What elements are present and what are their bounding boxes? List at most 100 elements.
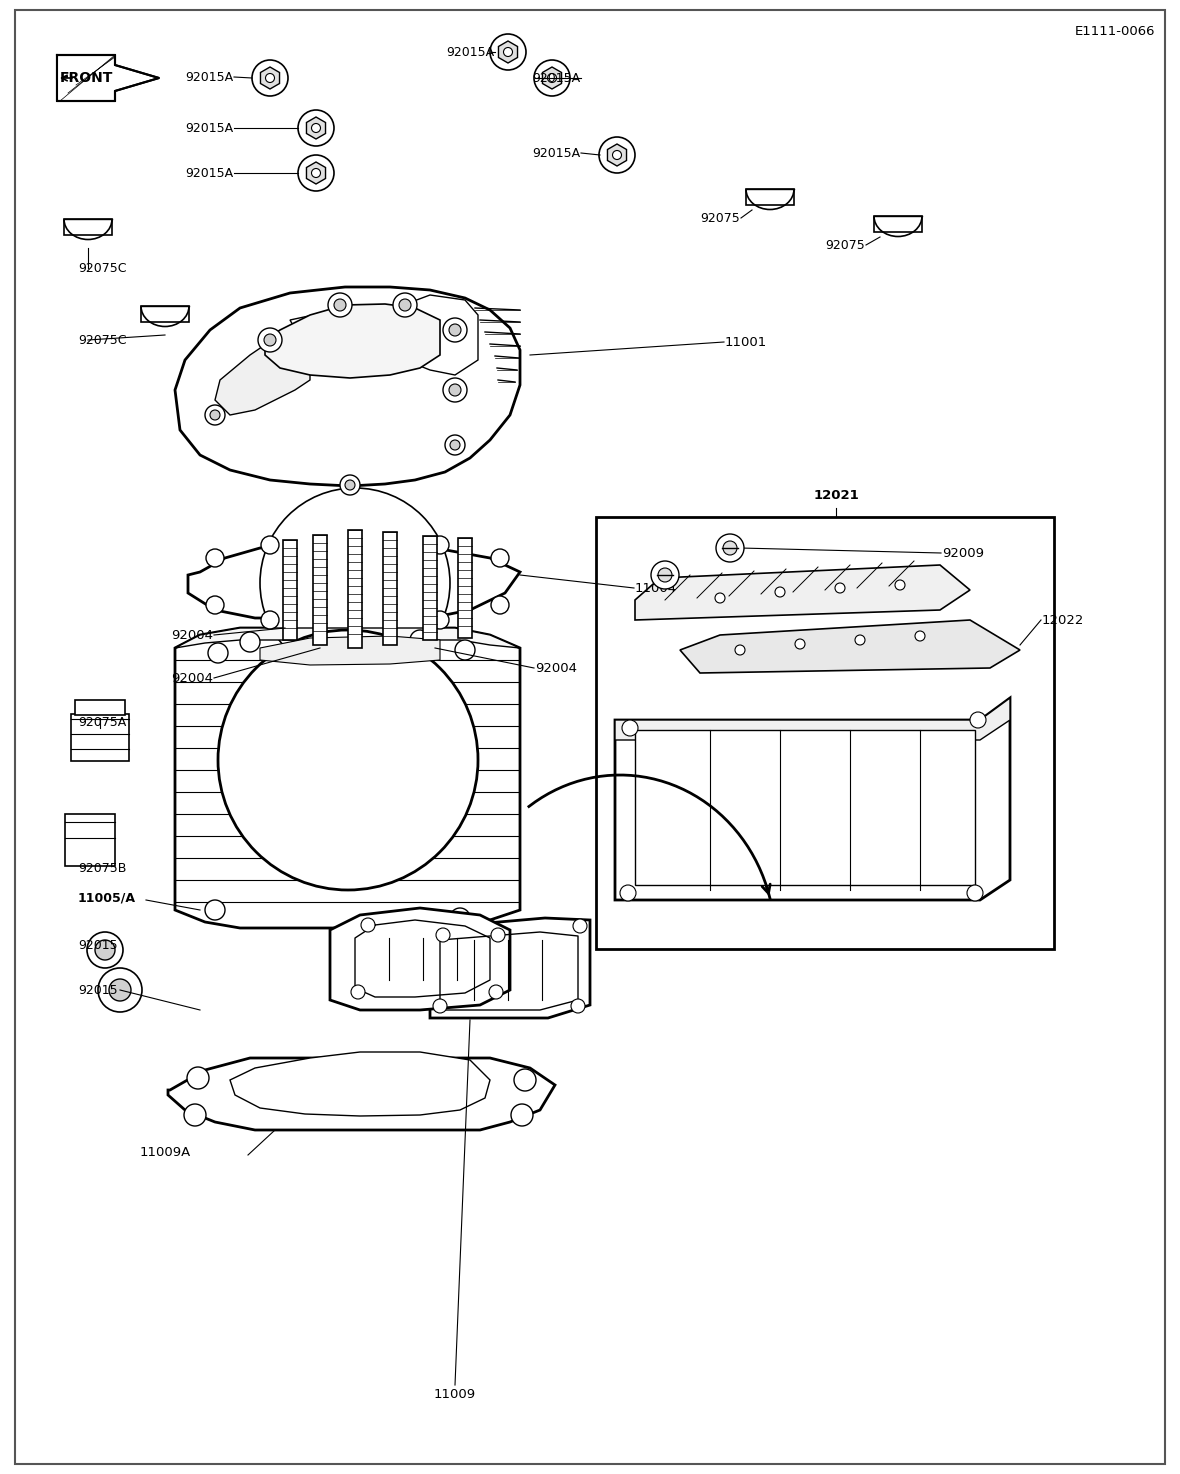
Circle shape — [334, 299, 346, 311]
Circle shape — [775, 587, 785, 597]
Text: 92015A: 92015A — [446, 46, 494, 59]
Polygon shape — [230, 1052, 490, 1116]
Circle shape — [258, 329, 282, 352]
Bar — [596, 517, 1054, 949]
Text: 12022: 12022 — [1042, 613, 1084, 626]
Polygon shape — [330, 908, 510, 1010]
Circle shape — [450, 908, 470, 929]
Circle shape — [393, 293, 417, 317]
Circle shape — [186, 1067, 209, 1089]
Circle shape — [184, 1104, 206, 1126]
Text: E1111-0066: E1111-0066 — [1075, 25, 1155, 38]
Circle shape — [98, 968, 142, 1013]
Circle shape — [205, 901, 225, 920]
Circle shape — [894, 579, 905, 590]
Circle shape — [431, 537, 450, 554]
Circle shape — [535, 60, 570, 96]
Circle shape — [260, 488, 450, 678]
Circle shape — [87, 932, 123, 968]
Text: 11009: 11009 — [434, 1389, 476, 1400]
Text: 92075: 92075 — [825, 239, 865, 252]
Polygon shape — [215, 324, 310, 416]
Text: 92075A: 92075A — [78, 715, 126, 728]
Polygon shape — [498, 41, 518, 63]
Bar — [874, 217, 922, 231]
Circle shape — [345, 481, 355, 489]
Text: 11005/A: 11005/A — [78, 892, 136, 905]
Polygon shape — [307, 116, 326, 139]
Text: 92015: 92015 — [78, 983, 118, 996]
Polygon shape — [422, 537, 437, 640]
Circle shape — [489, 985, 503, 999]
Circle shape — [573, 918, 586, 933]
Text: 11009A: 11009A — [140, 1145, 191, 1159]
Circle shape — [312, 168, 321, 177]
Polygon shape — [57, 55, 76, 102]
Text: OEM: OEM — [288, 565, 421, 616]
Circle shape — [208, 643, 228, 663]
Polygon shape — [266, 304, 440, 377]
Circle shape — [450, 385, 461, 397]
Circle shape — [435, 929, 450, 942]
Circle shape — [240, 632, 260, 652]
Circle shape — [328, 293, 352, 317]
Polygon shape — [57, 55, 159, 102]
Circle shape — [723, 541, 738, 556]
Text: 92015A: 92015A — [185, 71, 232, 84]
Circle shape — [299, 111, 334, 146]
Polygon shape — [313, 535, 327, 646]
Circle shape — [253, 60, 288, 96]
Circle shape — [96, 940, 114, 960]
Polygon shape — [635, 565, 970, 621]
Circle shape — [442, 318, 467, 342]
Circle shape — [431, 612, 450, 629]
Polygon shape — [680, 621, 1020, 674]
Polygon shape — [615, 699, 1010, 901]
Circle shape — [206, 548, 224, 567]
Polygon shape — [608, 144, 627, 167]
Polygon shape — [458, 538, 472, 638]
Text: 92015A: 92015A — [532, 72, 581, 84]
Circle shape — [966, 884, 983, 901]
Circle shape — [261, 612, 278, 629]
Circle shape — [599, 137, 635, 172]
Circle shape — [970, 712, 986, 728]
Polygon shape — [430, 918, 590, 1019]
Polygon shape — [307, 162, 326, 184]
Circle shape — [856, 635, 865, 646]
Circle shape — [914, 631, 925, 641]
Circle shape — [455, 640, 476, 660]
Text: 92004: 92004 — [171, 628, 214, 641]
Circle shape — [491, 929, 505, 942]
Circle shape — [299, 155, 334, 192]
Text: 92004: 92004 — [171, 672, 214, 684]
Circle shape — [340, 475, 360, 495]
Circle shape — [735, 646, 745, 654]
Text: 11004: 11004 — [635, 582, 677, 594]
Text: 92009: 92009 — [942, 547, 984, 560]
Circle shape — [620, 884, 636, 901]
Circle shape — [514, 1069, 536, 1091]
Circle shape — [795, 640, 805, 649]
Circle shape — [511, 1104, 533, 1126]
Polygon shape — [615, 699, 1010, 740]
Circle shape — [205, 405, 225, 425]
Circle shape — [450, 441, 460, 450]
Text: 12021: 12021 — [813, 488, 859, 501]
Polygon shape — [290, 305, 420, 358]
Text: 92015A: 92015A — [185, 121, 232, 134]
Circle shape — [206, 595, 224, 615]
Circle shape — [835, 584, 845, 593]
Circle shape — [491, 595, 509, 615]
Polygon shape — [348, 531, 362, 649]
Circle shape — [399, 299, 411, 311]
Polygon shape — [175, 287, 520, 486]
Circle shape — [264, 335, 276, 346]
Circle shape — [210, 410, 219, 420]
Text: MOTORPARTS: MOTORPARTS — [280, 628, 461, 652]
Polygon shape — [175, 628, 520, 929]
Bar — [71, 713, 129, 761]
Circle shape — [350, 985, 365, 999]
Bar — [64, 220, 112, 236]
Circle shape — [218, 629, 478, 890]
